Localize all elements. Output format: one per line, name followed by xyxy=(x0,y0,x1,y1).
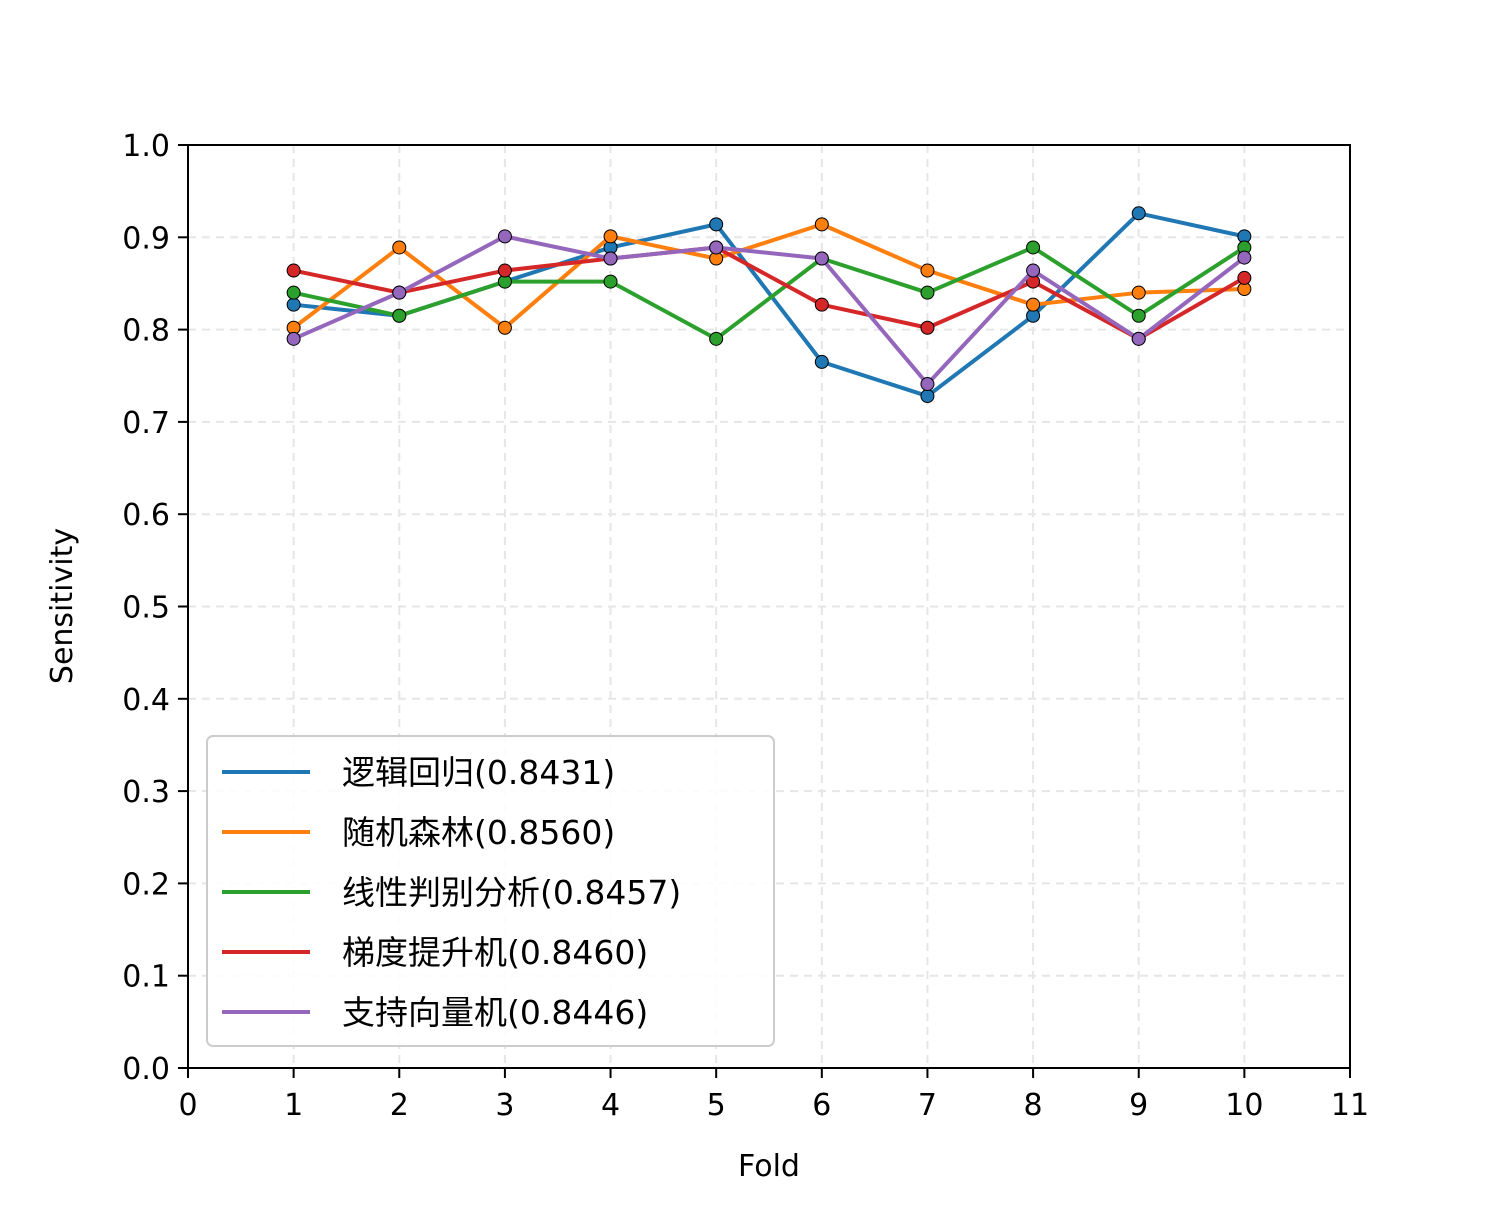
y-tick-label: 0.4 xyxy=(122,683,170,718)
series-line xyxy=(292,222,1245,330)
x-tick-label: 5 xyxy=(707,1088,726,1123)
data-point xyxy=(286,285,301,300)
series-line xyxy=(293,245,1246,341)
data-point xyxy=(497,263,512,278)
data-point xyxy=(920,389,935,404)
y-tick-label: 0.2 xyxy=(122,867,170,902)
x-axis: 0 1 2 3 4 5 6 7 8 9 10 11 xyxy=(178,1068,1369,1123)
y-axis-title: Sensitivity xyxy=(45,528,80,684)
data-point xyxy=(497,320,512,335)
x-tick-label: 6 xyxy=(812,1088,831,1123)
data-point xyxy=(814,251,829,266)
data-point xyxy=(920,320,935,335)
legend: 逻辑回归(0.8431) 随机森林(0.8560) 线性判别分析(0.8457) 梯度… xyxy=(206,735,775,1047)
data-point xyxy=(286,297,301,312)
x-tick-label: 3 xyxy=(495,1088,514,1123)
data-point xyxy=(1237,250,1252,265)
x-tick-label: 8 xyxy=(1024,1088,1043,1123)
x-tick-label: 9 xyxy=(1129,1088,1148,1123)
data-point xyxy=(814,217,829,232)
x-tick-label: 2 xyxy=(390,1088,409,1123)
data-point xyxy=(1026,263,1041,278)
x-tick-label: 1 xyxy=(284,1088,303,1123)
legend-label: 逻辑回归(0.8431) xyxy=(342,753,615,792)
y-tick-label: 0.5 xyxy=(122,591,170,626)
y-tick-label: 0.3 xyxy=(122,775,170,810)
data-point xyxy=(392,285,407,300)
data-point xyxy=(392,240,407,255)
data-point xyxy=(1026,240,1041,255)
data-point xyxy=(709,331,724,346)
data-point xyxy=(920,263,935,278)
legend-box xyxy=(206,735,775,1047)
data-point xyxy=(1237,270,1252,285)
x-tick-label: 10 xyxy=(1225,1088,1263,1123)
data-point xyxy=(603,251,618,266)
x-tick-label: 4 xyxy=(601,1088,620,1123)
legend-label: 支持向量机(0.8446) xyxy=(342,993,648,1032)
legend-label: 梯度提升机(0.8460) xyxy=(342,933,648,972)
x-tick-label: 7 xyxy=(918,1088,937,1123)
data-point xyxy=(1026,297,1041,312)
series-line xyxy=(293,245,1246,341)
data-point xyxy=(603,229,618,244)
legend-label: 随机森林(0.8560) xyxy=(342,813,615,852)
y-tick-label: 0.1 xyxy=(122,960,170,995)
data-point xyxy=(1131,206,1146,221)
data-point xyxy=(392,308,407,323)
data-point xyxy=(1131,308,1146,323)
x-axis-title: Fold xyxy=(738,1149,800,1184)
data-point xyxy=(286,263,301,278)
y-tick-label: 0.7 xyxy=(122,406,170,441)
y-tick-label: 0.6 xyxy=(122,498,170,533)
data-point xyxy=(286,331,301,346)
x-tick-label: 11 xyxy=(1331,1088,1369,1123)
data-point xyxy=(814,297,829,312)
series-2 xyxy=(286,217,1252,335)
y-tick-label: 1.0 xyxy=(122,129,170,164)
series-layer xyxy=(286,206,1252,404)
legend-label: 线性判别分析(0.8457) xyxy=(342,873,681,912)
x-tick-label: 0 xyxy=(178,1088,197,1123)
series-5 xyxy=(286,229,1252,392)
data-point xyxy=(709,217,724,232)
data-point xyxy=(1131,331,1146,346)
series-line xyxy=(292,234,1246,387)
data-point xyxy=(920,285,935,300)
data-point xyxy=(709,240,724,255)
data-point xyxy=(814,354,829,369)
y-tick-label: 0.8 xyxy=(122,314,170,349)
data-point xyxy=(920,377,935,392)
y-tick-label: 0.0 xyxy=(122,1052,170,1087)
data-point xyxy=(603,274,618,289)
y-axis: 0.0 0.1 0.2 0.3 0.4 0.5 0.6 0.7 0.8 0.9 1.0 xyxy=(122,129,188,1087)
data-point xyxy=(1131,285,1146,300)
data-point xyxy=(497,229,512,244)
y-tick-label: 0.9 xyxy=(122,221,170,256)
